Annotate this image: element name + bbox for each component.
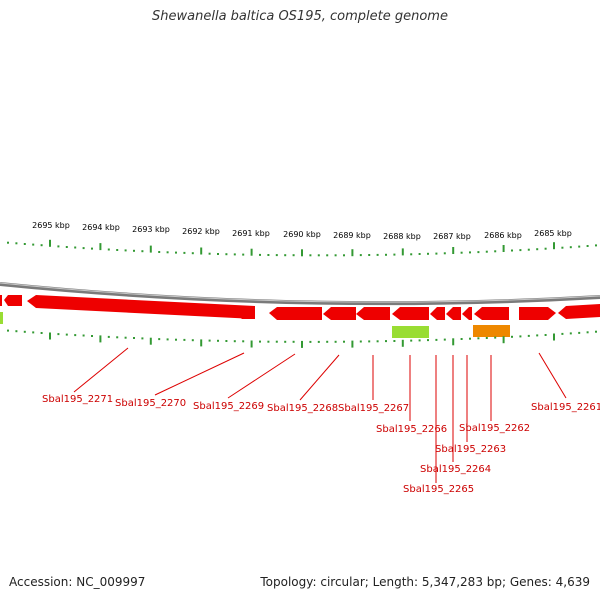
scale-label: 2692 kbp xyxy=(182,227,220,236)
gene-label: Sbal195_2262 xyxy=(459,423,530,434)
scale-label: 2687 kbp xyxy=(433,232,471,241)
gene-arrow xyxy=(4,295,22,306)
gene-label: Sbal195_2263 xyxy=(435,444,506,455)
gene-arrow xyxy=(446,307,461,320)
scale-label: 2695 kbp xyxy=(32,221,70,230)
gene-label: Sbal195_2265 xyxy=(403,484,474,495)
gene-arrow xyxy=(519,307,556,320)
callout-line xyxy=(227,353,296,399)
scale-label: 2688 kbp xyxy=(383,232,421,241)
gene-arrow xyxy=(474,307,509,320)
scale-labels: 2695 kbp 2694 kbp 2693 kbp 2692 kbp 2691 kbp… xyxy=(32,221,572,241)
gene-arrow xyxy=(269,307,322,320)
topology-text: Topology: circular; Length: 5,347,283 bp… xyxy=(260,575,590,589)
scale-label: 2691 kbp xyxy=(232,229,270,238)
gene-track xyxy=(0,295,600,320)
feature-block-green-left xyxy=(0,312,3,324)
gene-label: Sbal195_2268 xyxy=(267,403,338,414)
gene-arrow xyxy=(323,307,356,320)
scale-ticks-bottom xyxy=(7,329,597,348)
callout-line xyxy=(538,352,567,399)
gene-label: Sbal195_2261 xyxy=(531,402,600,413)
gene-arrow xyxy=(462,307,472,320)
gene-callouts: Sbal195_2271 Sbal195_2270 Sbal195_2269 S… xyxy=(42,347,600,495)
gene-label: Sbal195_2264 xyxy=(420,464,491,475)
scale-label: 2690 kbp xyxy=(283,230,321,239)
scale-label: 2689 kbp xyxy=(333,231,371,240)
gene-arrow xyxy=(558,304,600,319)
callout-line xyxy=(299,354,340,401)
gene-arrow xyxy=(0,295,2,306)
gene-arrow xyxy=(234,306,255,319)
gene-arrow xyxy=(356,307,390,320)
gene-label: Sbal195_2267 xyxy=(338,403,409,414)
feature-block-orange xyxy=(473,325,510,337)
scale-label: 2693 kbp xyxy=(132,225,170,234)
gene-label: Sbal195_2266 xyxy=(376,424,447,435)
accession-text: Accession: NC_009997 xyxy=(9,575,146,589)
scale-label: 2686 kbp xyxy=(484,231,522,240)
gene-arrow xyxy=(392,307,429,320)
scale-ticks-top xyxy=(7,239,597,257)
genome-backbone xyxy=(0,282,600,306)
map-title: Shewanella baltica OS195, complete genom… xyxy=(152,9,448,24)
gene-arrow xyxy=(430,307,445,320)
gene-label: Sbal195_2270 xyxy=(115,398,186,409)
genome-backbone-highlight xyxy=(0,282,600,303)
scale-label: 2694 kbp xyxy=(82,223,120,232)
gene-arrow xyxy=(27,295,255,319)
scale-label: 2685 kbp xyxy=(534,229,572,238)
gene-label: Sbal195_2271 xyxy=(42,394,113,405)
callout-line xyxy=(154,352,245,396)
gene-label: Sbal195_2269 xyxy=(193,401,264,412)
callout-line xyxy=(73,347,129,393)
feature-block-green xyxy=(392,326,429,338)
